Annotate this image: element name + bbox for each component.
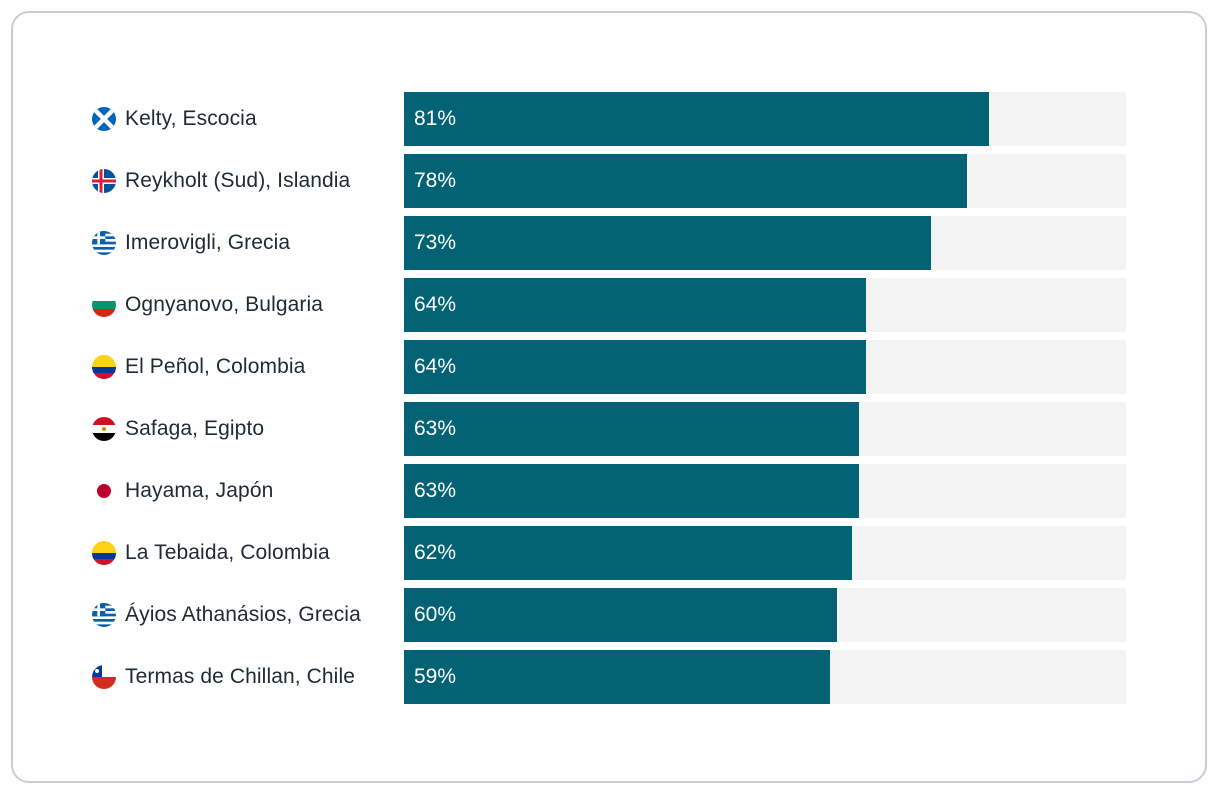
category-name: Kelty, Escocia <box>125 107 257 130</box>
bar-row: Termas de Chillan, Chile 59% <box>0 650 1220 704</box>
category-label: Ognyanovo, Bulgaria <box>92 278 323 332</box>
value-label: 62% <box>414 541 457 564</box>
category-name: Safaga, Egipto <box>125 417 265 440</box>
greece-flag-icon <box>92 603 116 627</box>
bar: 63% <box>404 402 859 456</box>
category-name: Áyios Athanásios, Grecia <box>125 603 361 626</box>
bar: 78% <box>404 154 967 208</box>
bar-row: El Peñol, Colombia 64% <box>0 340 1220 394</box>
category-name: El Peñol, Colombia <box>125 355 306 378</box>
bar: 59% <box>404 650 830 704</box>
category-name: Imerovigli, Grecia <box>125 231 291 254</box>
bar-track: 62% <box>404 526 1126 580</box>
bar-track: 64% <box>404 340 1126 394</box>
scotland-flag-icon <box>92 107 116 131</box>
colombia-flag-icon <box>92 541 116 565</box>
value-label: 60% <box>414 603 457 626</box>
bar-row: Safaga, Egipto 63% <box>0 402 1220 456</box>
bar-row: La Tebaida, Colombia 62% <box>0 526 1220 580</box>
greece-flag-icon <box>92 231 116 255</box>
bar-track: 59% <box>404 650 1126 704</box>
bar-track: 81% <box>404 92 1126 146</box>
bar: 63% <box>404 464 859 518</box>
bar: 64% <box>404 278 866 332</box>
colombia-flag-icon <box>92 355 116 379</box>
bar-track: 64% <box>404 278 1126 332</box>
category-name: Reykholt (Sud), Islandia <box>125 169 351 192</box>
value-label: 63% <box>414 417 457 440</box>
category-label: El Peñol, Colombia <box>92 340 305 394</box>
bar-row: Kelty, Escocia 81% <box>0 92 1220 146</box>
category-label: Áyios Athanásios, Grecia <box>92 588 361 642</box>
egypt-flag-icon <box>92 417 116 441</box>
category-label: Kelty, Escocia <box>92 92 257 146</box>
bar-row: Reykholt (Sud), Islandia 78% <box>0 154 1220 208</box>
category-label: Imerovigli, Grecia <box>92 216 290 270</box>
bar: 64% <box>404 340 866 394</box>
category-name: Ognyanovo, Bulgaria <box>125 293 324 316</box>
value-label: 64% <box>414 293 457 316</box>
category-label: La Tebaida, Colombia <box>92 526 330 580</box>
japan-flag-icon <box>92 479 116 503</box>
bar: 73% <box>404 216 931 270</box>
bar: 62% <box>404 526 852 580</box>
bar-row: Hayama, Japón 63% <box>0 464 1220 518</box>
value-label: 78% <box>414 169 457 192</box>
bar-row: Imerovigli, Grecia 73% <box>0 216 1220 270</box>
bar-track: 63% <box>404 402 1126 456</box>
bar: 60% <box>404 588 837 642</box>
value-label: 59% <box>414 665 457 688</box>
value-label: 73% <box>414 231 457 254</box>
value-label: 64% <box>414 355 457 378</box>
value-label: 81% <box>414 107 457 130</box>
bar-row: Áyios Athanásios, Grecia 60% <box>0 588 1220 642</box>
bulgaria-flag-icon <box>92 293 116 317</box>
value-label: 63% <box>414 479 457 502</box>
bar-row: Ognyanovo, Bulgaria 64% <box>0 278 1220 332</box>
iceland-flag-icon <box>92 169 116 193</box>
bar-track: 60% <box>404 588 1126 642</box>
category-label: Reykholt (Sud), Islandia <box>92 154 350 208</box>
chile-flag-icon <box>92 665 116 689</box>
category-name: Termas de Chillan, Chile <box>125 665 355 688</box>
bar: 81% <box>404 92 989 146</box>
bar-track: 73% <box>404 216 1126 270</box>
category-label: Termas de Chillan, Chile <box>92 650 355 704</box>
bar-track: 78% <box>404 154 1126 208</box>
category-name: La Tebaida, Colombia <box>125 541 330 564</box>
bar-track: 63% <box>404 464 1126 518</box>
category-label: Hayama, Japón <box>92 464 273 518</box>
category-label: Safaga, Egipto <box>92 402 264 456</box>
category-name: Hayama, Japón <box>125 479 274 502</box>
